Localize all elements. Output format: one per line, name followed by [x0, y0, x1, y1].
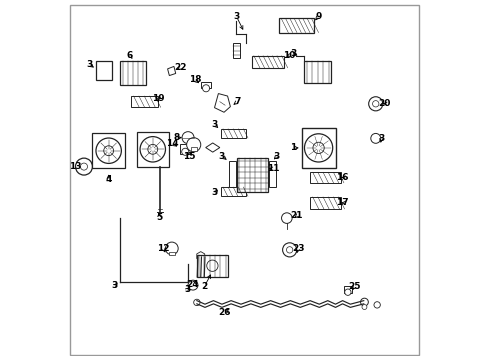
Bar [120, 61, 145, 85]
Bar [137, 132, 168, 167]
Text: 17: 17 [336, 198, 348, 207]
Text: 10: 10 [282, 51, 295, 60]
Text: 24: 24 [186, 280, 199, 289]
Bar [236, 158, 268, 192]
Text: 16: 16 [336, 173, 348, 182]
Circle shape [304, 134, 332, 162]
Bar [251, 56, 284, 68]
Text: 19: 19 [152, 94, 164, 103]
Circle shape [370, 134, 380, 143]
Text: 3: 3 [211, 188, 218, 197]
Circle shape [282, 243, 296, 257]
Polygon shape [196, 252, 204, 261]
Bar [196, 255, 228, 277]
Text: 20: 20 [377, 99, 389, 108]
Bar [303, 61, 330, 83]
Text: 3: 3 [289, 49, 296, 58]
Bar [279, 18, 313, 32]
Bar [92, 134, 125, 168]
Text: 7: 7 [234, 97, 240, 106]
Text: 13: 13 [69, 162, 81, 171]
Circle shape [312, 142, 324, 153]
Circle shape [165, 242, 178, 255]
Circle shape [188, 280, 198, 290]
Text: 26: 26 [218, 308, 230, 317]
Circle shape [193, 299, 200, 306]
Bar [169, 252, 174, 256]
Text: 21: 21 [290, 211, 303, 220]
Text: 6: 6 [126, 51, 133, 60]
Circle shape [373, 302, 380, 308]
Text: 3: 3 [233, 12, 239, 21]
Circle shape [281, 213, 291, 224]
Text: 9: 9 [315, 12, 321, 21]
Text: 3: 3 [111, 281, 118, 290]
Circle shape [360, 298, 367, 306]
Bar [301, 128, 335, 168]
Text: 3: 3 [184, 285, 190, 294]
Text: 14: 14 [166, 139, 179, 148]
Bar [96, 61, 112, 80]
Polygon shape [167, 66, 175, 76]
Text: 22: 22 [174, 63, 186, 72]
Text: 3: 3 [211, 121, 218, 130]
Circle shape [75, 158, 92, 175]
Text: 3: 3 [378, 134, 384, 143]
Text: 8: 8 [173, 133, 180, 142]
Circle shape [182, 148, 188, 155]
Bar [228, 161, 236, 187]
Text: 18: 18 [188, 75, 201, 84]
Circle shape [103, 146, 113, 156]
Circle shape [96, 138, 121, 163]
Text: 5: 5 [156, 213, 162, 222]
Text: 12: 12 [157, 244, 169, 253]
Circle shape [81, 163, 87, 170]
Bar [343, 286, 351, 293]
Text: 2: 2 [201, 282, 207, 291]
Circle shape [361, 305, 366, 310]
Bar [201, 82, 210, 88]
Text: 3: 3 [218, 152, 224, 161]
Text: 3: 3 [86, 60, 92, 69]
Bar [269, 161, 276, 187]
Bar [179, 144, 190, 154]
Circle shape [206, 260, 218, 271]
Circle shape [344, 289, 350, 295]
Circle shape [140, 136, 165, 162]
Text: 4: 4 [105, 175, 112, 184]
Bar [190, 147, 196, 152]
Bar [220, 187, 245, 196]
Text: 11: 11 [266, 164, 279, 173]
Circle shape [202, 85, 209, 92]
Text: 25: 25 [347, 282, 360, 291]
Text: 23: 23 [291, 244, 304, 253]
Bar [220, 129, 245, 138]
Circle shape [147, 144, 158, 154]
Bar [232, 43, 240, 58]
Circle shape [372, 100, 378, 107]
Polygon shape [205, 143, 219, 152]
Circle shape [186, 138, 201, 152]
Bar [131, 96, 158, 107]
Text: 3: 3 [273, 152, 280, 161]
Text: 15: 15 [183, 152, 195, 161]
Text: 1: 1 [289, 143, 296, 152]
Circle shape [368, 97, 382, 111]
Circle shape [182, 132, 194, 144]
Bar [309, 172, 341, 183]
Circle shape [286, 247, 292, 253]
Bar [309, 197, 341, 209]
Polygon shape [214, 94, 230, 112]
